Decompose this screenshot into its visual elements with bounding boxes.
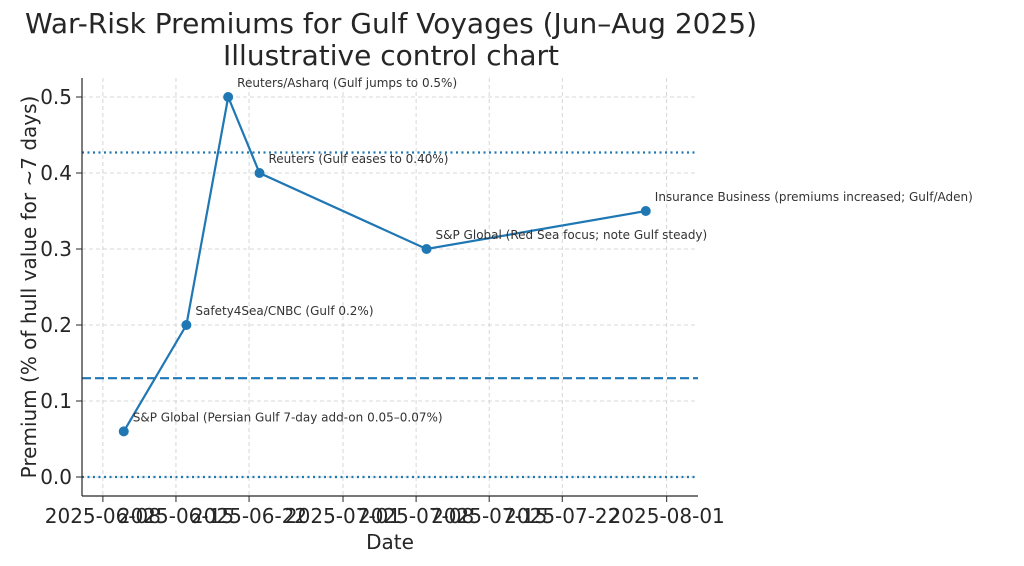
x-tick-label: 2025-06-08 xyxy=(45,504,161,528)
data-point xyxy=(181,320,192,330)
y-tick-label: 0.4 xyxy=(40,161,72,185)
point-annotation: Reuters (Gulf eases to 0.40%) xyxy=(268,152,448,166)
x-tick-label: 2025-08-01 xyxy=(609,504,725,528)
point-annotation: Reuters/Asharq (Gulf jumps to 0.5%) xyxy=(237,76,457,90)
chart-subtitle: Illustrative control chart xyxy=(223,39,559,72)
x-tick-label: 2025-07-08 xyxy=(358,504,474,528)
x-tick-label: 2025-06-15 xyxy=(118,504,234,528)
y-tick-label: 0.5 xyxy=(40,85,72,109)
grid xyxy=(82,78,698,496)
point-annotation: Insurance Business (premiums increased; … xyxy=(655,190,973,204)
y-tick-label: 0.3 xyxy=(40,237,72,261)
point-annotation: S&P Global (Red Sea focus; note Gulf ste… xyxy=(436,228,708,242)
x-tick-label: 2025-07-01 xyxy=(285,504,401,528)
axes xyxy=(76,78,698,502)
series xyxy=(118,92,651,437)
data-point xyxy=(421,244,432,254)
data-point xyxy=(640,206,651,216)
x-tick-label: 2025-07-22 xyxy=(504,504,620,528)
y-tick-label: 0.0 xyxy=(40,465,72,489)
tick-labels: 2025-06-082025-06-152025-06-222025-07-01… xyxy=(40,85,725,528)
chart-title: War-Risk Premiums for Gulf Voyages (Jun–… xyxy=(24,7,758,40)
x-tick-label: 2025-06-22 xyxy=(191,504,307,528)
x-tick-label: 2025-07-15 xyxy=(431,504,547,528)
reference-lines xyxy=(82,151,698,479)
point-annotation: S&P Global (Persian Gulf 7-day add-on 0.… xyxy=(133,410,443,424)
data-point xyxy=(223,92,234,102)
y-tick-label: 0.2 xyxy=(40,313,72,337)
x-axis-label: Date xyxy=(366,530,414,554)
data-point xyxy=(254,168,265,178)
annotations: S&P Global (Persian Gulf 7-day add-on 0.… xyxy=(133,76,973,424)
data-point xyxy=(118,426,129,437)
y-axis-label: Premium (% of hull value for ~7 days) xyxy=(17,96,41,479)
series-line xyxy=(122,93,646,432)
point-annotation: Safety4Sea/CNBC (Gulf 0.2%) xyxy=(195,304,373,318)
y-tick-label: 0.1 xyxy=(40,389,72,413)
